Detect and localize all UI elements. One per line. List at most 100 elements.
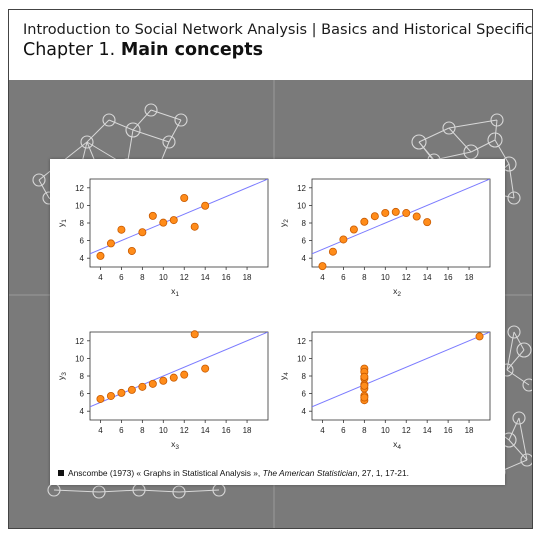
x-tick-label: 12 <box>402 273 411 282</box>
x-axis-label: x2 <box>393 286 401 298</box>
network-edge <box>138 489 180 493</box>
caption-citation: Anscombe (1973) « Graphs in Statistical … <box>68 468 261 478</box>
x-tick-label: 4 <box>98 426 103 435</box>
network-node <box>507 325 521 339</box>
x-tick-label: 8 <box>362 426 367 435</box>
plot-frame <box>89 331 269 421</box>
network-node <box>174 113 188 127</box>
y-tick-label: 6 <box>302 237 307 246</box>
x-axis-label-subscript: 3 <box>175 444 179 451</box>
data-point <box>381 208 390 217</box>
y-axis-label-subscript: 1 <box>61 219 68 223</box>
data-point <box>360 381 369 390</box>
data-point <box>360 217 369 226</box>
data-point <box>190 222 199 231</box>
network-edge <box>513 331 525 351</box>
network-node <box>102 113 116 127</box>
x-tick-label: 6 <box>119 273 124 282</box>
network-node <box>172 485 186 499</box>
y-axis-label-subscript: 3 <box>61 372 68 376</box>
x-tick-label: 10 <box>381 273 390 282</box>
y-tick-label: 10 <box>297 201 306 210</box>
network-edge <box>508 417 520 441</box>
y-tick-label: 4 <box>80 407 85 416</box>
y-tick-label: 6 <box>302 390 307 399</box>
network-node <box>442 121 456 135</box>
data-point <box>106 391 115 400</box>
x-axis-label: x1 <box>171 286 179 298</box>
y-tick-label: 12 <box>75 184 84 193</box>
chapter-title: Main concepts <box>120 40 263 60</box>
x-tick-label: 6 <box>341 273 346 282</box>
x-tick-label: 16 <box>444 273 453 282</box>
y-tick-label: 10 <box>75 201 84 210</box>
x-axis-label: x4 <box>393 439 401 451</box>
data-point <box>391 207 400 216</box>
x-tick-label: 14 <box>201 273 210 282</box>
data-point <box>117 388 126 397</box>
data-point <box>180 194 189 203</box>
network-node <box>522 378 532 392</box>
data-point <box>127 246 136 255</box>
network-edge <box>494 139 510 165</box>
data-point <box>349 225 358 234</box>
network-node <box>92 485 106 499</box>
y-tick-label: 6 <box>80 237 85 246</box>
x-tick-label: 12 <box>180 273 189 282</box>
chapter-heading: Chapter 1. Main concepts <box>23 40 526 61</box>
chapter-prefix: Chapter 1. <box>23 40 116 60</box>
data-point <box>96 394 105 403</box>
data-point <box>328 247 337 256</box>
x-tick-label: 4 <box>320 273 325 282</box>
data-point <box>318 262 327 271</box>
x-tick-label: 16 <box>222 426 231 435</box>
data-point <box>96 251 105 260</box>
data-point <box>117 225 126 234</box>
y-axis-label: y2 <box>278 219 290 227</box>
data-point <box>106 239 115 248</box>
network-edge <box>470 139 496 153</box>
plot-frame <box>311 178 491 268</box>
network-edge <box>98 489 140 493</box>
y-tick-label: 8 <box>302 219 307 228</box>
slide-header: Introduction to Social Network Analysis … <box>23 22 532 61</box>
x-tick-label: 18 <box>243 273 252 282</box>
y-tick-label: 12 <box>75 337 84 346</box>
x-tick-label: 8 <box>140 426 145 435</box>
network-node <box>411 134 427 150</box>
network-node <box>490 113 504 127</box>
caption-details: , 27, 1, 17-21. <box>357 468 409 478</box>
data-point <box>127 385 136 394</box>
y-tick-label: 4 <box>302 254 307 263</box>
x-tick-label: 14 <box>423 273 432 282</box>
x-tick-label: 18 <box>465 273 474 282</box>
x-tick-label: 14 <box>423 426 432 435</box>
x-axis-label: x3 <box>171 439 179 451</box>
y-axis-label-subscript: 4 <box>283 372 290 376</box>
data-point <box>169 216 178 225</box>
network-edge <box>506 369 530 386</box>
network-edge <box>150 109 182 121</box>
data-point <box>159 376 168 385</box>
x-tick-label: 4 <box>320 426 325 435</box>
network-edge <box>168 119 182 143</box>
x-tick-label: 18 <box>243 426 252 435</box>
network-edge <box>506 349 525 371</box>
plot-frame <box>311 331 491 421</box>
y-axis-label: y1 <box>56 219 68 227</box>
data-point <box>138 228 147 237</box>
regression-line <box>90 332 268 408</box>
network-edge <box>418 141 435 161</box>
data-point <box>159 218 168 227</box>
network-node <box>520 453 532 467</box>
y-tick-label: 8 <box>80 219 85 228</box>
x-tick-label: 14 <box>201 426 210 435</box>
data-point <box>201 364 210 373</box>
x-tick-label: 12 <box>402 426 411 435</box>
anscombe-figure-card: 4 6 8 10 12 14 16 18 4 6 8 10 12 x1 y1 4 6 8 10 12 14 16 18 4 6 8… <box>50 159 505 485</box>
network-node <box>162 135 176 149</box>
